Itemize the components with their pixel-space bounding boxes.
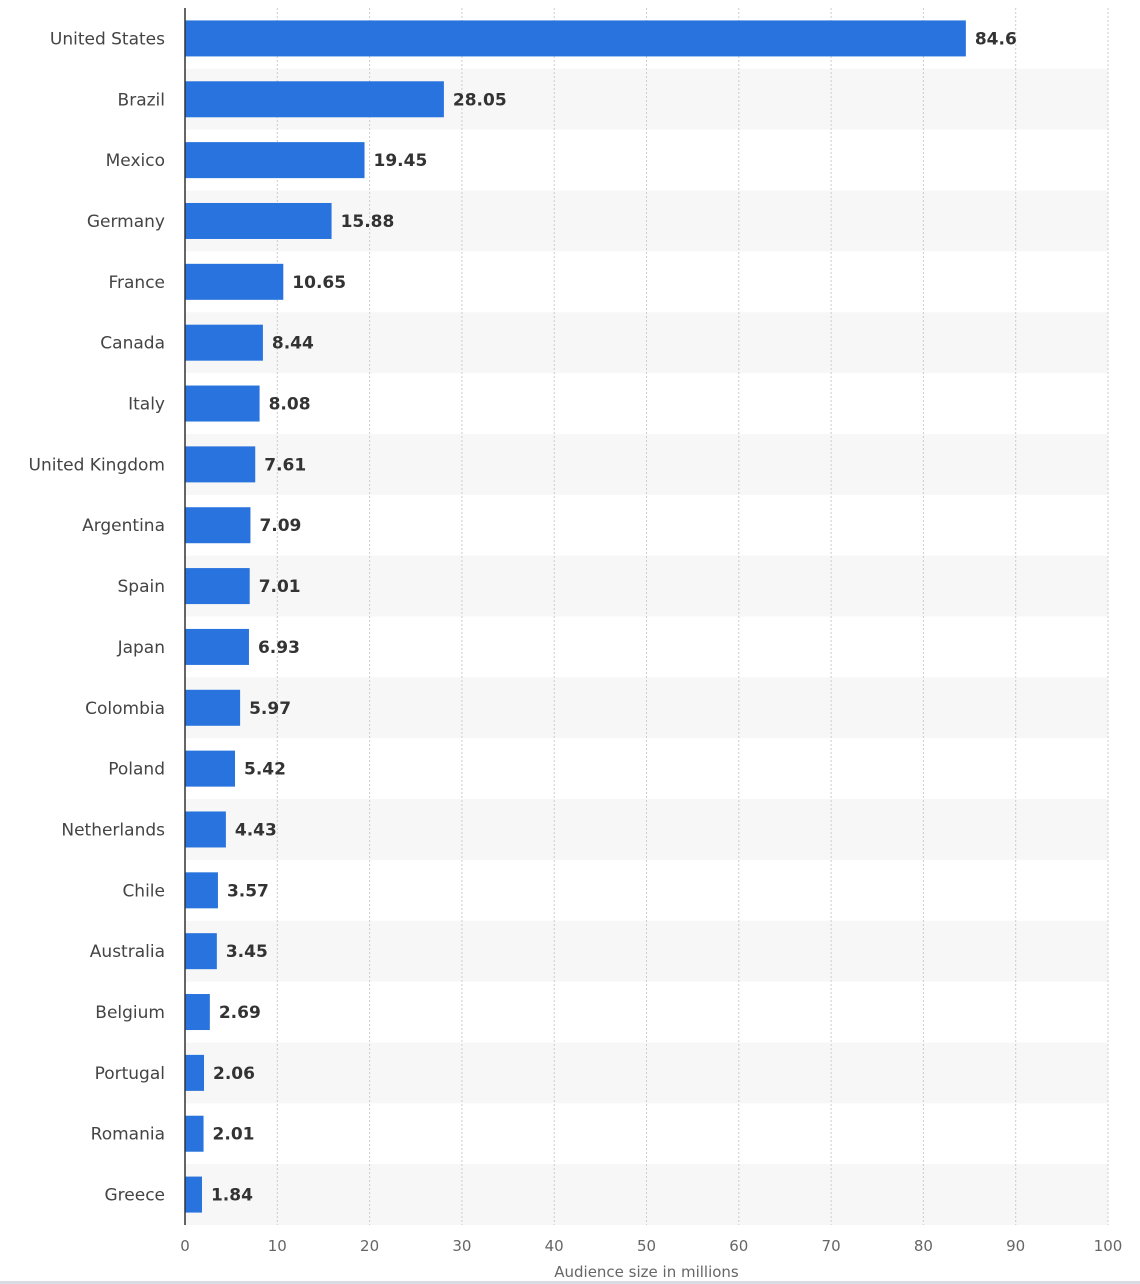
- bar: [185, 507, 251, 544]
- bar: [185, 568, 250, 605]
- value-label: 3.57: [227, 881, 269, 901]
- bar: [185, 202, 332, 239]
- x-tick-label: 0: [180, 1237, 190, 1255]
- category-label: United States: [50, 29, 165, 49]
- value-label: 2.01: [213, 1125, 255, 1145]
- x-tick-label: 40: [545, 1237, 564, 1255]
- x-tick-label: 60: [729, 1237, 748, 1255]
- value-label: 4.43: [235, 820, 277, 840]
- gridlines: [276, 8, 1109, 1225]
- bar: [185, 81, 444, 118]
- value-label: 19.45: [374, 151, 428, 171]
- bars: [185, 20, 966, 1213]
- x-axis-title: Audience size in millions: [554, 1263, 739, 1281]
- x-tick-label: 80: [914, 1237, 933, 1255]
- category-label: Netherlands: [61, 820, 165, 840]
- category-label: Italy: [128, 395, 165, 415]
- bar: [185, 689, 241, 726]
- x-tick-label: 100: [1094, 1237, 1123, 1255]
- x-tick-labels: 0 10 20 30 40 50 60 70 80 90 100: [180, 1237, 1122, 1255]
- value-label: 7.61: [264, 455, 306, 475]
- bar: [185, 1115, 204, 1152]
- value-label: 84.6: [975, 29, 1017, 49]
- category-label: Mexico: [106, 151, 165, 171]
- category-label: Japan: [117, 638, 165, 658]
- bar: [185, 1176, 202, 1213]
- x-tick-label: 90: [1006, 1237, 1025, 1255]
- category-label: Colombia: [85, 699, 165, 719]
- value-label: 8.44: [272, 334, 314, 354]
- value-label: 2.06: [213, 1064, 255, 1084]
- category-label: Canada: [100, 334, 165, 354]
- bar: [185, 872, 218, 909]
- category-label: Australia: [90, 942, 165, 962]
- bottom-border: [0, 1281, 1140, 1284]
- bar: [185, 994, 210, 1031]
- value-label: 15.88: [341, 212, 395, 232]
- bar: [185, 446, 256, 483]
- category-label: Greece: [104, 1186, 165, 1206]
- category-label: Romania: [91, 1125, 165, 1145]
- category-label: United Kingdom: [29, 455, 165, 475]
- category-label: Poland: [108, 760, 165, 780]
- bar: [185, 142, 365, 179]
- row-band: [185, 920, 1108, 982]
- value-label: 6.93: [258, 638, 300, 658]
- value-label: 1.84: [211, 1186, 253, 1206]
- x-tick-label: 20: [360, 1237, 379, 1255]
- bar: [185, 385, 260, 422]
- value-label: 8.08: [269, 395, 311, 415]
- value-label: 7.09: [259, 516, 301, 536]
- category-label: Chile: [122, 881, 165, 901]
- value-labels: 84.6 28.05 19.45 15.88 10.65 8.44 8.08 7.61 7.09…: [211, 29, 1017, 1205]
- category-label: Brazil: [118, 90, 165, 110]
- x-tick-label: 10: [268, 1237, 287, 1255]
- value-label: 3.45: [226, 942, 268, 962]
- row-band: [185, 1164, 1108, 1225]
- category-label: Spain: [118, 577, 166, 597]
- value-label: 2.69: [219, 1003, 261, 1023]
- bar: [185, 811, 226, 848]
- x-tick-label: 70: [822, 1237, 841, 1255]
- value-label: 7.01: [259, 577, 301, 597]
- category-label: Argentina: [82, 516, 165, 536]
- value-label: 5.42: [244, 760, 286, 780]
- value-label: 10.65: [292, 273, 346, 293]
- category-label: France: [108, 273, 165, 293]
- bar: [185, 20, 966, 57]
- category-label: Germany: [87, 212, 165, 232]
- bar: [185, 1054, 205, 1091]
- bar: [185, 324, 263, 361]
- value-label: 5.97: [249, 699, 291, 719]
- x-tick-label: 50: [637, 1237, 656, 1255]
- row-bands: [185, 68, 1108, 1225]
- bar: [185, 263, 284, 300]
- bar: [185, 933, 217, 970]
- bar: [185, 628, 249, 665]
- value-label: 28.05: [453, 90, 507, 110]
- row-band: [185, 312, 1108, 374]
- category-labels: United States Brazil Mexico Germany France Ca…: [29, 29, 166, 1205]
- bar: [185, 750, 236, 787]
- category-label: Portugal: [95, 1064, 165, 1084]
- x-tick-label: 30: [452, 1237, 471, 1255]
- category-label: Belgium: [95, 1003, 165, 1023]
